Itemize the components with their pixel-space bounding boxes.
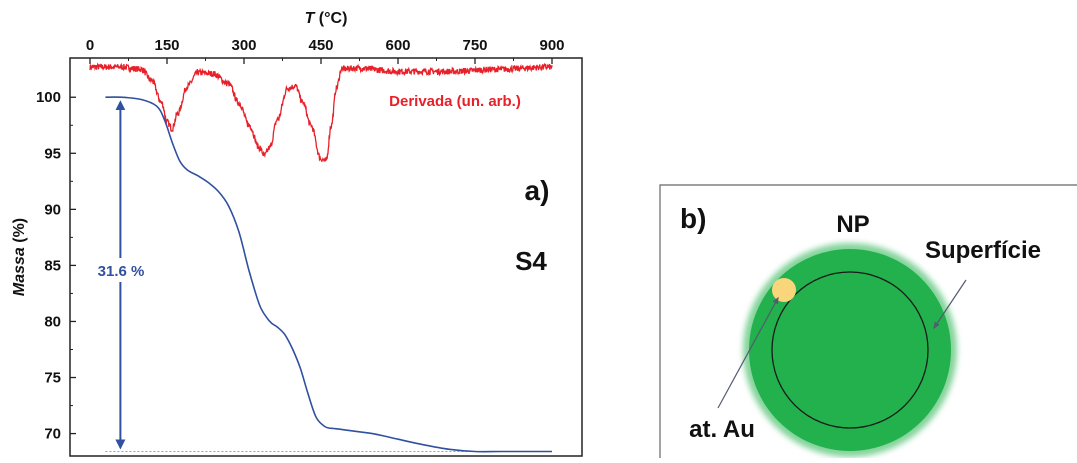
atom-label: at. Au (689, 416, 755, 443)
surface-pointer-arrow (933, 279, 967, 330)
x-axis-ticks: 0 150 300 450 600 750 900 (86, 37, 565, 64)
y-tick-label: 95 (44, 145, 61, 162)
x-axis-title: T (°C) (305, 10, 348, 27)
core-surface-boundary (771, 271, 929, 429)
y-tick-label: 85 (44, 257, 61, 274)
x-tick-label: 450 (308, 37, 333, 54)
y-tick-label: 90 (44, 201, 61, 218)
y-tick-label: 75 (44, 370, 61, 387)
diagram-frame (659, 184, 1077, 458)
sample-label: S4 (515, 246, 547, 276)
y-axis-ticks: 70 75 80 85 90 95 100 (36, 89, 76, 443)
plot-frame (69, 57, 583, 457)
x-tick-label: 150 (154, 37, 179, 54)
x-tick-label: 750 (462, 37, 487, 54)
series-line-mass (105, 96, 552, 453)
np-label: NP (836, 211, 869, 238)
annotation-bg (87, 258, 151, 282)
x-tick-label: 0 (86, 37, 94, 54)
series-line-derivative (89, 62, 553, 163)
nanoparticle (749, 249, 951, 451)
nanoparticle-diagram: b) NP Superfície at. Au (659, 184, 1077, 458)
atom-pointer-arrow (717, 296, 779, 409)
derivative-legend-label: Derivada (un. arb.) (389, 93, 521, 110)
panel-label-b: b) (680, 203, 706, 234)
y-tick-label: 100 (36, 89, 61, 106)
mass-loss-label: 31.6 % (98, 263, 145, 280)
panel-label-a: a) (525, 175, 550, 206)
y-axis-title: Massa (%) (11, 218, 28, 296)
x-tick-label: 900 (539, 37, 564, 54)
surface-label: Superfície (925, 237, 1041, 264)
x-tick-label: 300 (231, 37, 256, 54)
gold-atom (772, 278, 796, 302)
y-tick-label: 80 (44, 313, 61, 330)
tga-chart: T (°C) Massa (%) 0 150 300 450 600 750 900 707… (11, 10, 583, 457)
x-tick-label: 600 (385, 37, 410, 54)
y-tick-label: 70 (44, 426, 61, 443)
